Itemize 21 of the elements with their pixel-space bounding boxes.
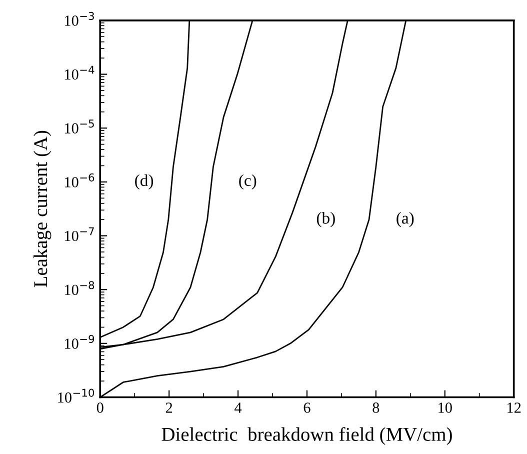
y-tick-label: 10$^{−8}$ [64, 281, 94, 296]
y-tick-label: 10$^{−10}$ [58, 388, 94, 403]
y-tick-label: 10$^{−6}$ [64, 173, 94, 188]
x-axis-title: Dielectric breakdown field (MV/cm) [162, 427, 452, 445]
y-tick-label: 10$^{−5}$ [64, 120, 94, 134]
series-label: (b) [316, 212, 335, 228]
x-tick-label: 2 [166, 402, 172, 413]
y-tick-label: 10$^{−3}$ [64, 12, 94, 26]
y-tick-label: 10$^{−9}$ [64, 334, 94, 349]
y-tick-label: 10$^{−7}$ [64, 227, 94, 242]
x-tick-label: 10 [438, 402, 452, 413]
series-label: (d) [135, 174, 154, 190]
x-tick-label: 8 [372, 402, 380, 413]
x-tick-label: 6 [304, 402, 310, 413]
series-label: (c) [239, 174, 256, 190]
x-tick-label: 0 [96, 402, 104, 413]
series-label: (a) [396, 212, 414, 228]
x-tick-label: 12 [508, 402, 521, 413]
y-tick-label: 10$^{−4}$ [64, 66, 94, 80]
x-tick-label: 4 [234, 402, 242, 413]
y-axis-title: Leakage current (A) [34, 130, 52, 288]
